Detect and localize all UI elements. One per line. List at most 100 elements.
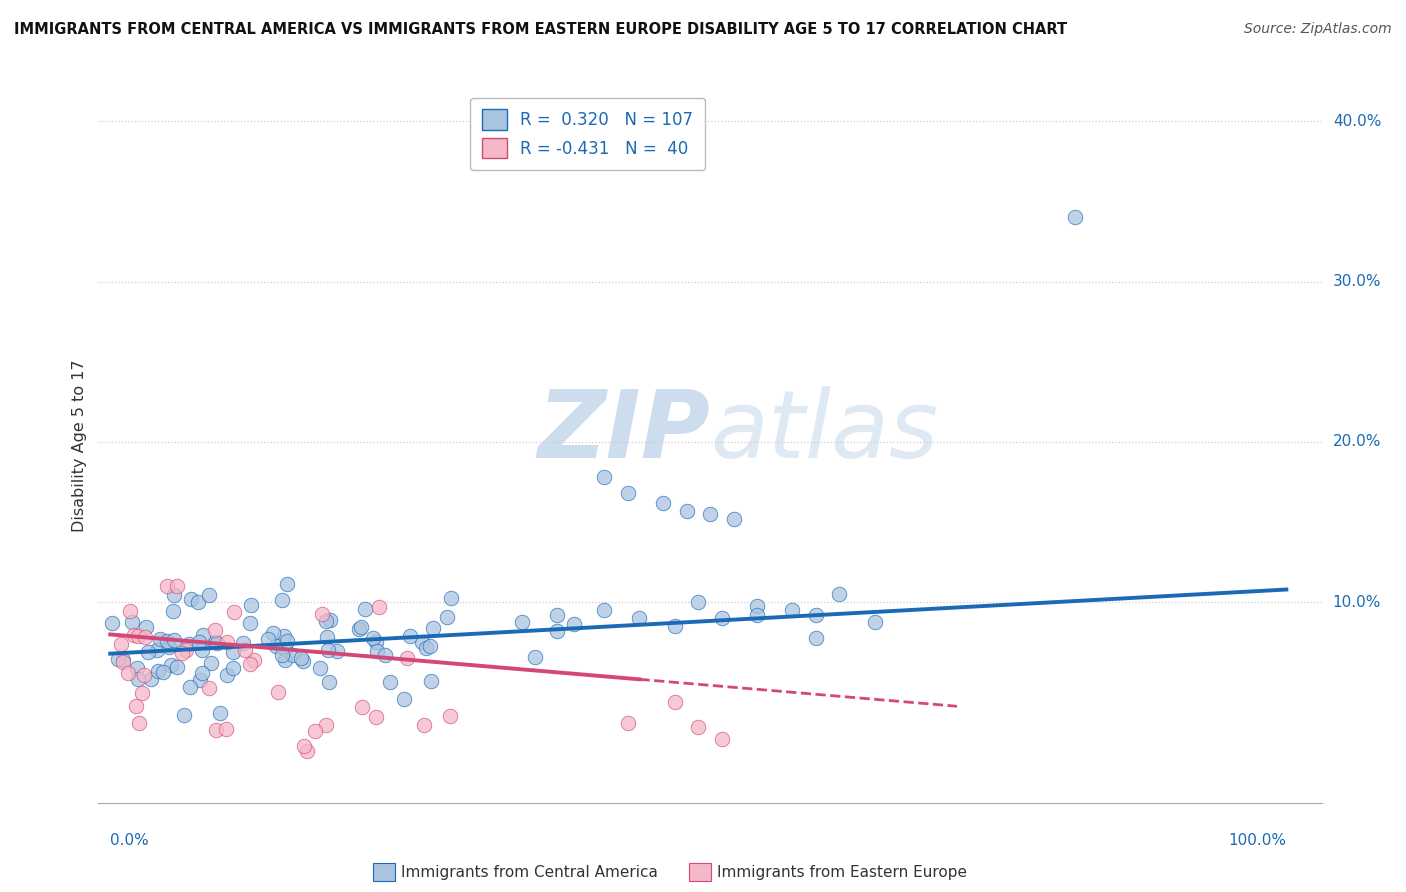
Point xyxy=(352,699,374,714)
Point xyxy=(101,615,124,630)
Point xyxy=(215,635,238,649)
Point xyxy=(193,628,215,642)
Point xyxy=(309,661,332,675)
Point xyxy=(166,579,188,593)
Point xyxy=(149,632,172,646)
Point xyxy=(121,615,143,629)
Point xyxy=(205,636,228,650)
Text: 100.0%: 100.0% xyxy=(1229,833,1286,848)
Point xyxy=(364,634,387,648)
Point xyxy=(349,620,371,634)
Point xyxy=(412,718,434,732)
Point xyxy=(315,615,337,629)
Point xyxy=(127,629,149,643)
Text: atlas: atlas xyxy=(710,386,938,477)
Point xyxy=(688,595,710,609)
Point xyxy=(664,695,686,709)
Point xyxy=(177,637,200,651)
Point xyxy=(436,610,458,624)
Point xyxy=(217,668,239,682)
Text: ZIP: ZIP xyxy=(537,385,710,478)
Point xyxy=(593,603,616,617)
Point xyxy=(710,731,733,746)
Point xyxy=(222,645,245,659)
Point xyxy=(380,675,402,690)
Text: Source: ZipAtlas.com: Source: ZipAtlas.com xyxy=(1244,22,1392,37)
Point xyxy=(187,595,209,609)
Point xyxy=(828,587,851,601)
Point xyxy=(276,577,298,591)
Point xyxy=(274,642,297,657)
Point xyxy=(204,634,226,648)
Point xyxy=(593,470,616,484)
Point xyxy=(198,588,221,602)
Point xyxy=(141,672,163,686)
Point xyxy=(688,721,710,735)
Point xyxy=(562,617,585,632)
Point xyxy=(297,744,319,758)
Point xyxy=(107,651,129,665)
Point xyxy=(616,715,638,730)
Point xyxy=(118,604,141,618)
Point xyxy=(699,507,721,521)
Text: 0.0%: 0.0% xyxy=(110,833,149,848)
Point xyxy=(366,643,388,657)
Point xyxy=(204,623,226,637)
Point xyxy=(224,606,246,620)
Point xyxy=(215,722,238,736)
Point xyxy=(135,620,157,634)
Point xyxy=(209,706,232,720)
Point xyxy=(239,657,262,672)
Point xyxy=(239,616,262,631)
Point xyxy=(134,630,156,644)
Point xyxy=(361,632,384,646)
Point xyxy=(675,504,697,518)
Point xyxy=(292,654,315,668)
Point xyxy=(283,648,305,662)
Point xyxy=(374,648,396,662)
Point xyxy=(652,496,675,510)
Point xyxy=(233,643,256,657)
Point xyxy=(399,629,422,643)
Point xyxy=(190,643,212,657)
Point xyxy=(174,643,197,657)
Point xyxy=(316,630,339,644)
Text: 20.0%: 20.0% xyxy=(1333,434,1381,450)
Point xyxy=(240,599,263,613)
Text: Immigrants from Central America: Immigrants from Central America xyxy=(401,865,658,880)
Point xyxy=(146,664,169,678)
Point xyxy=(173,707,195,722)
Point xyxy=(782,603,804,617)
Point xyxy=(222,661,245,675)
Point xyxy=(166,659,188,673)
Point xyxy=(180,592,202,607)
Point xyxy=(128,716,150,731)
Point xyxy=(273,629,295,643)
Point xyxy=(132,668,155,682)
Point xyxy=(276,634,298,648)
Point xyxy=(510,615,533,629)
Point xyxy=(616,486,638,500)
Point xyxy=(125,661,148,675)
Point xyxy=(318,643,340,657)
Point xyxy=(271,593,294,607)
Point xyxy=(160,658,183,673)
Point xyxy=(354,602,377,616)
Text: 40.0%: 40.0% xyxy=(1333,114,1381,128)
Text: Immigrants from Eastern Europe: Immigrants from Eastern Europe xyxy=(717,865,967,880)
Point xyxy=(205,723,228,737)
Point xyxy=(156,579,179,593)
Point xyxy=(710,611,733,625)
Point xyxy=(136,645,159,659)
Point xyxy=(163,633,186,648)
Point xyxy=(396,650,419,665)
Point xyxy=(415,641,437,656)
Point xyxy=(117,666,139,681)
Point xyxy=(804,608,827,623)
Point xyxy=(745,608,768,623)
Point xyxy=(304,724,326,739)
Point xyxy=(664,619,686,633)
Point xyxy=(422,621,444,635)
Point xyxy=(1063,211,1085,225)
Point xyxy=(198,681,221,695)
